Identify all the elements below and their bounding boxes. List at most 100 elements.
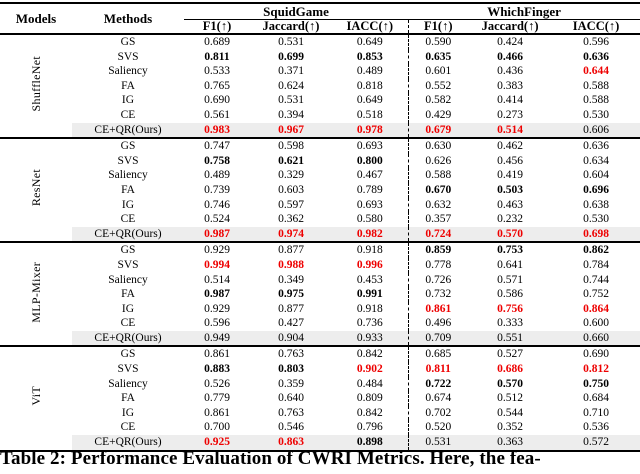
- group-header-squidgame: SquidGame: [184, 3, 409, 20]
- value-cell: 0.598: [278, 140, 304, 153]
- value-cell: 0.531: [278, 94, 304, 107]
- value-cell: 0.861: [407, 301, 469, 317]
- value-cell: 0.684: [583, 392, 609, 405]
- value-cell: 0.359: [278, 377, 304, 390]
- value-cell: 0.660: [552, 330, 640, 348]
- column-header-models: Models: [0, 3, 72, 35]
- table-row: ResNet GS 0.747 0.598 0.693 0.630 0.462 0.636: [0, 138, 640, 244]
- method-cell: CE+QR(Ours): [72, 435, 184, 452]
- value-cell: 0.624: [278, 79, 304, 92]
- method-cell: FA: [121, 183, 135, 196]
- table-row: CE+QR(Ours) 0.987 0.974 0.982 0.724 0.570 0.69…: [0, 226, 640, 244]
- value-cell: 0.329: [278, 169, 304, 182]
- method-cell: GS: [120, 348, 136, 361]
- value-cell: 0.635: [407, 49, 469, 65]
- value-cell: 0.383: [497, 79, 523, 92]
- method-cell: Saliency: [108, 377, 148, 390]
- value-cell: 0.991: [356, 288, 383, 301]
- value-cell: 0.649: [356, 94, 383, 107]
- value-cell: 0.809: [356, 392, 383, 405]
- method-cell: SVS: [117, 363, 139, 376]
- table-row: ViT GS 0.861 0.763 0.842 0.685 0.527 0.690: [0, 346, 640, 452]
- value-cell: 0.732: [407, 287, 469, 302]
- model-label: MLP-Mixer: [28, 261, 43, 323]
- metric-header-iacc-whichfinger: IACC(↑): [552, 19, 640, 35]
- table-row: CE 0.700 0.546 0.796 0.520 0.352 0.536: [0, 420, 640, 436]
- value-cell: 0.429: [407, 107, 469, 123]
- value-cell: 0.636: [583, 140, 609, 153]
- value-cell: 0.758: [204, 154, 230, 167]
- table-row: CE 0.561 0.394 0.518 0.429 0.273 0.530: [0, 107, 640, 123]
- value-cell: 0.503: [497, 183, 523, 196]
- value-cell: 0.273: [497, 108, 523, 121]
- table-row: SVS 0.883 0.803 0.902 0.811 0.686 0.812: [0, 362, 640, 377]
- value-cell: 0.670: [407, 182, 469, 198]
- value-cell: 0.496: [407, 316, 469, 331]
- table-row: FA 0.779 0.640 0.809 0.674 0.512 0.684: [0, 391, 640, 406]
- method-cell: SVS: [117, 50, 139, 63]
- table-row: IG 0.746 0.597 0.693 0.632 0.463 0.638: [0, 197, 640, 213]
- value-cell: 0.626: [407, 153, 469, 169]
- value-cell: 0.531: [407, 435, 469, 452]
- value-cell: 0.394: [278, 108, 304, 121]
- value-cell: 0.531: [278, 36, 304, 48]
- value-cell: 0.527: [497, 348, 523, 361]
- value-cell: 0.747: [204, 140, 230, 153]
- table-row: SVS 0.994 0.988 0.996 0.778 0.641 0.784: [0, 257, 640, 273]
- value-cell: 0.752: [583, 288, 609, 301]
- column-header-methods: Methods: [72, 3, 184, 35]
- value-cell: 0.862: [583, 244, 609, 257]
- value-cell: 0.803: [278, 363, 304, 376]
- value-cell: 0.987: [204, 288, 230, 301]
- table-row: Saliency 0.514 0.349 0.453 0.726 0.571 0.744: [0, 272, 640, 288]
- value-cell: 0.982: [332, 226, 409, 244]
- value-cell: 0.877: [278, 302, 304, 315]
- value-cell: 0.357: [407, 212, 469, 227]
- value-cell: 0.864: [583, 302, 609, 315]
- value-cell: 0.744: [583, 273, 609, 286]
- value-cell: 0.983: [184, 122, 250, 140]
- value-cell: 0.552: [407, 78, 469, 94]
- method-cell: CE: [120, 108, 136, 121]
- value-cell: 0.640: [278, 392, 304, 405]
- method-cell: IG: [121, 302, 135, 315]
- value-cell: 0.796: [356, 421, 383, 434]
- value-cell: 0.811: [204, 50, 230, 63]
- value-cell: 0.679: [407, 122, 469, 140]
- value-cell: 0.349: [278, 273, 304, 286]
- method-cell: Saliency: [108, 65, 148, 78]
- value-cell: 0.722: [407, 376, 469, 392]
- value-cell: 0.696: [583, 183, 609, 196]
- value-cell: 0.789: [356, 183, 383, 196]
- value-cell: 0.736: [356, 317, 383, 330]
- table-row: IG 0.690 0.531 0.649 0.582 0.414 0.588: [0, 93, 640, 108]
- value-cell: 0.436: [497, 65, 523, 78]
- value-cell: 0.750: [583, 377, 609, 390]
- value-cell: 0.424: [497, 36, 523, 48]
- value-cell: 0.621: [278, 154, 304, 167]
- value-cell: 0.918: [356, 244, 383, 257]
- table-body: ShuffleNet GS 0.689 0.531 0.649 0.590 0.424 0.5…: [0, 34, 640, 452]
- table-row: CE+QR(Ours) 0.925 0.863 0.898 0.531 0.363 0.57…: [0, 435, 640, 452]
- value-cell: 0.462: [497, 140, 523, 153]
- value-cell: 0.918: [356, 302, 383, 315]
- metric-header-iacc-squidgame: IACC(↑): [332, 19, 409, 35]
- metric-header-jaccard-squidgame: Jaccard(↑): [250, 19, 332, 35]
- value-cell: 0.453: [356, 273, 383, 286]
- value-cell: 0.994: [204, 258, 230, 271]
- value-cell: 0.644: [583, 65, 609, 78]
- model-group-cell: ShuffleNet: [0, 34, 72, 140]
- method-cell: IG: [121, 406, 135, 419]
- value-cell: 0.709: [407, 330, 469, 348]
- value-cell: 0.726: [407, 272, 469, 288]
- value-cell: 0.467: [356, 169, 383, 182]
- value-cell: 0.800: [356, 154, 383, 167]
- method-cell: Saliency: [108, 273, 148, 286]
- value-cell: 0.463: [497, 198, 523, 211]
- value-cell: 0.371: [278, 65, 304, 78]
- value-cell: 0.561: [204, 108, 230, 121]
- value-cell: 0.533: [204, 65, 230, 78]
- method-cell: GS: [120, 244, 136, 257]
- value-cell: 0.690: [204, 94, 230, 107]
- value-cell: 0.898: [332, 435, 409, 452]
